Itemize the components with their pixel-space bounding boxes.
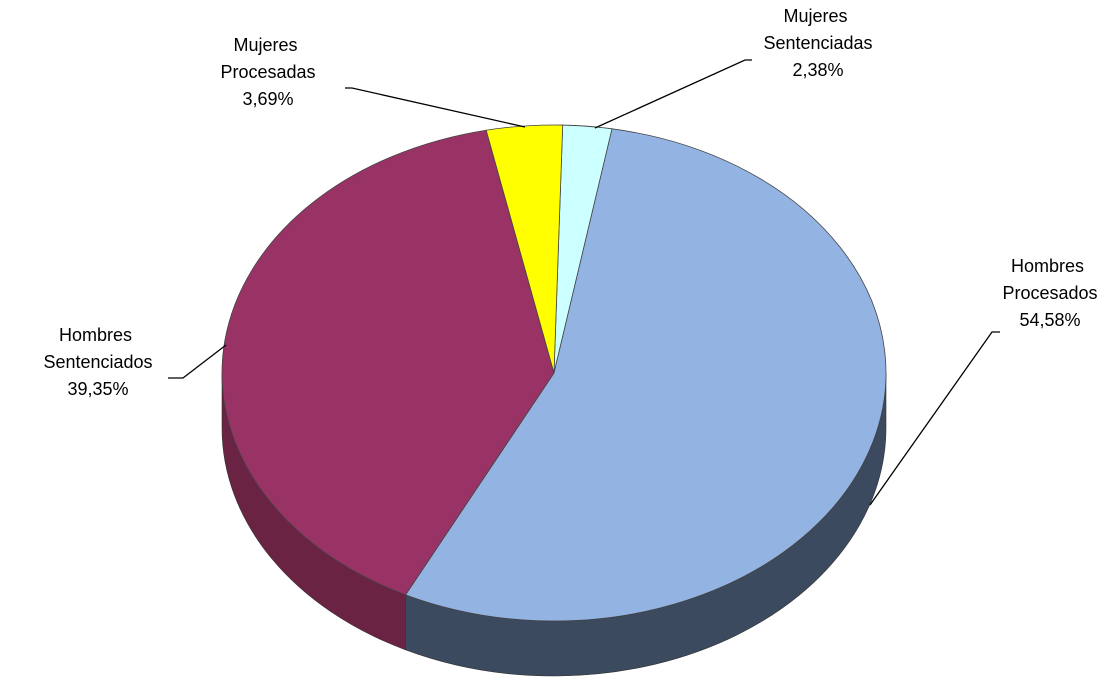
category-label: Hombres Sentenciados [43,325,152,372]
category-label: Hombres Procesados [1002,256,1097,303]
leader-line [345,87,526,128]
value-label: 54,58% [1019,310,1080,330]
slice [485,124,564,374]
value-label: 3,69% [242,89,293,109]
leader-line [594,59,752,129]
value-label: 39,35% [67,379,128,399]
slice [404,128,887,622]
value-label: 2,38% [792,60,843,80]
category-label: Mujeres Procesadas [220,35,315,82]
leader-line [168,344,227,379]
category-label: Mujeres Sentenciadas [763,6,872,53]
slice [221,129,555,596]
leader-line [869,331,1000,506]
